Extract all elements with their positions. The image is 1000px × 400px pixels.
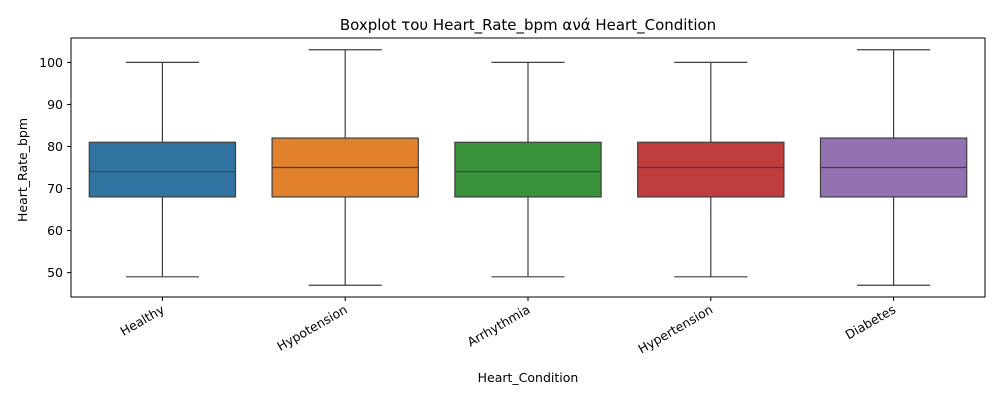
plot-area xyxy=(88,49,968,286)
box-arrhythmia xyxy=(454,61,602,278)
x-tick-label: Hypotension xyxy=(274,302,349,354)
x-axis: Healthy Hypotension Arrhythmia Hypertension… xyxy=(117,297,898,356)
box-diabetes xyxy=(819,49,968,286)
box-hypotension xyxy=(271,49,419,286)
y-tick-label: 50 xyxy=(47,265,63,280)
y-axis-label: Heart_Rate_bpm xyxy=(15,118,30,222)
iqr-box xyxy=(88,141,237,198)
y-axis: 50 60 70 80 90 100 xyxy=(39,55,71,280)
iqr-box xyxy=(454,141,602,198)
x-tick-label: Hypertension xyxy=(635,302,715,357)
chart-title: Boxplot του Heart_Rate_bpm ανά Heart_Con… xyxy=(340,16,716,35)
y-tick-label: 60 xyxy=(47,223,63,238)
x-tick-label: Arrhythmia xyxy=(465,302,533,350)
y-tick-label: 90 xyxy=(47,97,63,112)
x-tick-label: Diabetes xyxy=(843,302,899,343)
y-tick-label: 80 xyxy=(47,139,63,154)
y-tick-label: 100 xyxy=(39,55,63,70)
iqr-box xyxy=(637,141,785,198)
x-axis-label: Heart_Condition xyxy=(478,370,579,385)
y-tick-label: 70 xyxy=(47,181,63,196)
box-hypertension xyxy=(637,61,785,278)
box-healthy xyxy=(88,61,237,278)
x-tick-label: Healthy xyxy=(117,301,167,339)
